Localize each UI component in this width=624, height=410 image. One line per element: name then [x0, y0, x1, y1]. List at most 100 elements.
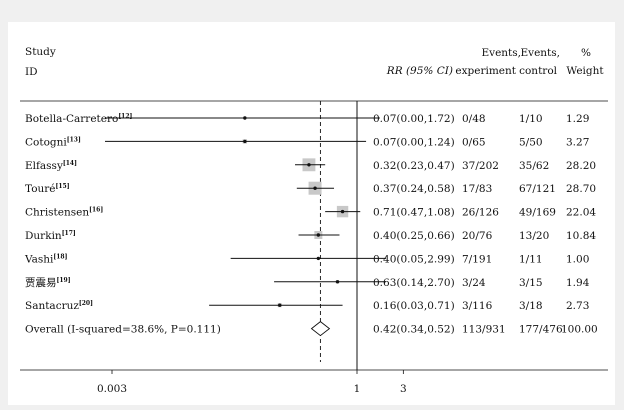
x-axis: 0.003 1 3 [20, 369, 608, 395]
rr-ci-value: 0.63(0.14,2.70) [373, 277, 455, 289]
rr-ci-value: 0.07(0.00,1.24) [373, 136, 455, 148]
overall-events-experiment: 113/931 [462, 324, 506, 336]
weight-value: 10.84 [566, 230, 596, 242]
study-reference: [12] [118, 113, 132, 120]
table-row: Christensen[16] 0.71(0.47,1.08) 26/126 49/1… [25, 205, 596, 219]
rr-ci-value: 0.40(0.05,2.99) [373, 253, 455, 265]
header-effect: RR (95% CI) [386, 65, 453, 77]
study-label: Touré[15] [25, 183, 70, 195]
weight-value: 1.00 [566, 253, 589, 265]
weight-value: 1.94 [566, 277, 590, 289]
overall-rr-ci: 0.42(0.34,0.52) [373, 324, 455, 336]
weight-value: 3.27 [566, 136, 589, 148]
study-name: Elfassy [25, 160, 63, 172]
events-experiment: 3/24 [462, 277, 486, 289]
header-events-ctrl-1: Events, [520, 47, 560, 59]
forest-plot-panel: Study ID RR (95% CI) Events, experiment … [8, 22, 615, 405]
point-estimate [243, 139, 247, 144]
point-estimate [316, 233, 321, 237]
overall-label: Overall (I-squared=38.6%, P=0.111) [25, 324, 221, 336]
study-name: Durkin [25, 230, 62, 242]
events-experiment: 7/191 [462, 253, 492, 265]
study-reference: [20] [79, 300, 93, 307]
point-estimate [316, 256, 321, 261]
events-experiment: 0/48 [462, 113, 486, 125]
study-reference: [19] [57, 277, 71, 284]
weight-value: 28.20 [566, 160, 596, 172]
study-label: Botella-Carretero[12] [25, 113, 133, 125]
rr-ci-value: 0.07(0.00,1.72) [373, 113, 455, 125]
table-row: Santacruz[20] 0.16(0.03,0.71) 3/116 3/18 2.7… [25, 300, 589, 312]
forest-rows: Botella-Carretero[12] 0.07(0.00,1.72) 0/48… [24, 101, 598, 370]
study-name: Santacruz [25, 300, 79, 312]
overall-row: Overall (I-squared=38.6%, P=0.111) 0.42(0… [25, 321, 598, 337]
table-row: Durkin[17] 0.40(0.25,0.66) 20/76 13/20 10.84 [25, 230, 596, 242]
study-name: Christensen [25, 207, 89, 219]
events-experiment: 20/76 [462, 230, 493, 242]
study-reference: [17] [62, 230, 76, 237]
table-row: Vashi[18] 0.40(0.05,2.99) 7/191 1/11 1.00 [24, 253, 589, 265]
study-reference: [18] [53, 253, 67, 260]
study-label: Vashi[18] [24, 253, 68, 265]
overall-weight: 100.00 [561, 324, 598, 336]
header-events-ctrl-2: control [519, 65, 558, 77]
study-label: 贾震易[19] [25, 277, 71, 289]
events-control: 5/50 [519, 136, 543, 148]
events-experiment: 37/202 [462, 160, 499, 172]
rr-ci-value: 0.37(0.24,0.58) [373, 183, 455, 195]
events-control: 3/15 [519, 277, 543, 289]
point-estimate [313, 186, 317, 190]
header-weight-1: % [581, 47, 591, 59]
header-study: Study [25, 46, 56, 58]
weight-value: 2.73 [566, 300, 589, 312]
rr-ci-value: 0.16(0.03,0.71) [373, 300, 455, 312]
study-label: Christensen[16] [25, 207, 103, 219]
point-estimate [243, 116, 247, 120]
study-name: 贾震易 [25, 277, 57, 289]
events-control: 1/10 [519, 113, 543, 125]
study-name: Botella-Carretero [25, 113, 118, 125]
rr-ci-value: 0.32(0.23,0.47) [373, 160, 455, 172]
table-row: Botella-Carretero[12] 0.07(0.00,1.72) 0/48… [25, 113, 589, 125]
study-label: Santacruz[20] [25, 300, 93, 312]
events-control: 1/11 [519, 253, 543, 265]
rr-ci-value: 0.40(0.25,0.66) [373, 230, 455, 242]
events-experiment: 26/126 [462, 207, 499, 219]
study-reference: [13] [67, 136, 81, 143]
events-control: 3/18 [519, 300, 543, 312]
point-estimate [278, 303, 282, 307]
point-estimate [307, 163, 311, 167]
x-tick-label: 3 [400, 383, 407, 395]
rr-ci-value: 0.71(0.47,1.08) [373, 207, 455, 219]
events-control: 35/62 [519, 160, 549, 172]
point-estimate [340, 209, 345, 214]
study-reference: [14] [63, 160, 77, 167]
header-weight-2: Weight [566, 65, 604, 77]
events-experiment: 0/65 [462, 136, 486, 148]
header-id: ID [25, 66, 38, 78]
point-estimate [335, 280, 340, 284]
study-reference: [16] [89, 207, 103, 214]
weight-value: 28.70 [566, 183, 596, 195]
table-row: Elfassy[14] 0.32(0.23,0.47) 37/202 35/62 28.… [25, 158, 596, 172]
overall-events-control: 177/476 [519, 324, 563, 336]
study-name: Touré [25, 183, 56, 195]
x-tick-label: 0.003 [97, 383, 127, 395]
events-control: 13/20 [519, 230, 549, 242]
header-events-exp-2: experiment [455, 65, 516, 77]
events-experiment: 3/116 [462, 300, 493, 312]
events-experiment: 17/83 [462, 183, 492, 195]
study-label: Cotogni[13] [25, 136, 81, 148]
events-control: 49/169 [519, 207, 556, 219]
x-tick-label: 1 [354, 383, 361, 395]
weight-value: 22.04 [566, 207, 596, 219]
study-name: Cotogni [25, 136, 67, 148]
table-row: Touré[15] 0.37(0.24,0.58) 17/83 67/121 28.70 [25, 181, 596, 195]
study-label: Durkin[17] [25, 230, 76, 242]
table-row: Cotogni[13] 0.07(0.00,1.24) 0/65 5/50 3.27 [25, 136, 589, 148]
table-header: Study ID RR (95% CI) Events, experiment … [25, 46, 604, 78]
table-row: 贾震易[19] 0.63(0.14,2.70) 3/24 3/15 1.94 [25, 277, 590, 289]
study-name: Vashi [24, 253, 54, 265]
header-events-exp-1: Events, [481, 47, 521, 59]
events-control: 67/121 [519, 183, 556, 195]
